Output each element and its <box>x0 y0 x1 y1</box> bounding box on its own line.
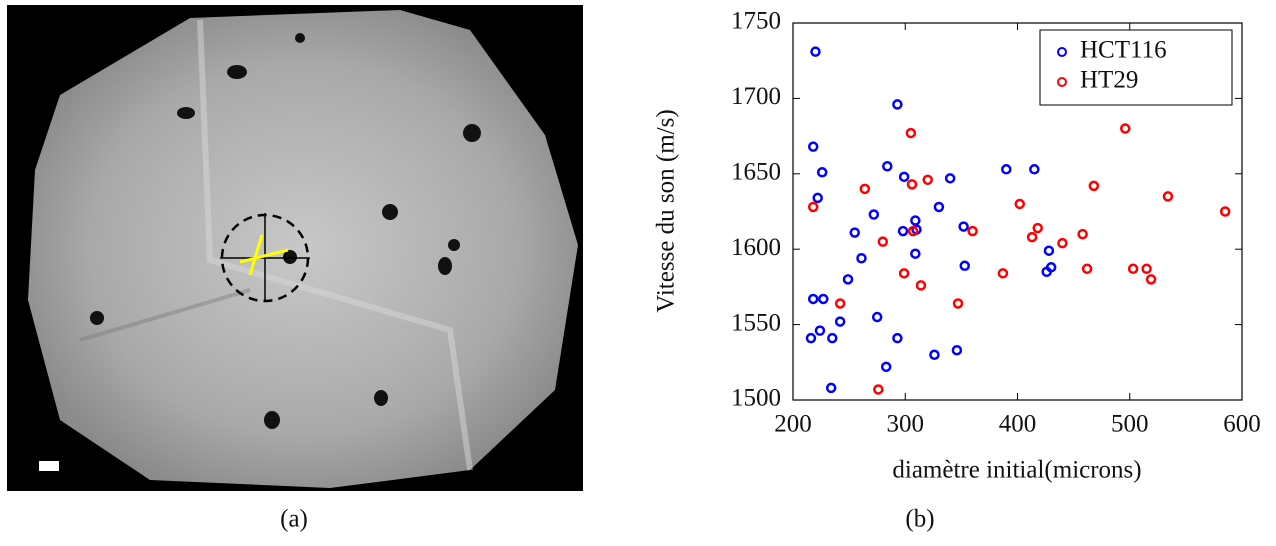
y-tick-label: 1500 <box>731 385 781 412</box>
point <box>880 361 892 373</box>
point <box>1081 263 1093 275</box>
y-axis-label: Vitesse du son (m/s) <box>653 109 680 312</box>
point <box>1014 198 1025 210</box>
point <box>929 349 940 361</box>
point <box>849 227 860 238</box>
x-tick-label: 400 <box>999 411 1037 438</box>
y-tick-label: 1550 <box>731 309 781 336</box>
point <box>873 384 884 395</box>
point <box>1162 191 1174 202</box>
point <box>933 201 945 213</box>
caption: (b) <box>905 506 934 533</box>
legend-marker <box>1057 77 1067 87</box>
point <box>997 268 1009 279</box>
x-tick-label: 600 <box>1223 411 1261 438</box>
point <box>834 316 846 327</box>
point <box>807 293 819 305</box>
x-tick-label: 500 <box>1111 411 1149 438</box>
micrograph <box>7 5 583 491</box>
point <box>1001 164 1012 175</box>
point <box>905 127 917 139</box>
x-tick-label: 300 <box>887 411 925 438</box>
point <box>1043 245 1055 256</box>
point <box>825 382 837 394</box>
point <box>910 248 921 259</box>
point <box>807 201 819 213</box>
point <box>810 46 821 57</box>
x-axis-label: diamètre initial(microns) <box>892 457 1141 484</box>
point <box>915 280 927 291</box>
point <box>1145 274 1157 285</box>
y-tick-label: 1600 <box>731 234 781 261</box>
point <box>814 325 826 336</box>
point <box>906 179 918 190</box>
point <box>882 161 893 172</box>
point <box>868 209 880 220</box>
legend-label: HCT116 <box>1080 37 1167 64</box>
y-tick-label: 1650 <box>731 159 781 186</box>
point <box>818 293 829 305</box>
point <box>842 274 854 285</box>
point <box>807 141 819 152</box>
point <box>898 171 910 183</box>
point <box>816 167 828 178</box>
point <box>805 332 817 344</box>
y-tick-label: 1700 <box>731 83 781 110</box>
point <box>1057 237 1068 249</box>
point <box>859 183 871 195</box>
caption: (a) <box>280 506 308 533</box>
point <box>958 221 969 232</box>
x-tick-label: 200 <box>774 411 812 438</box>
legend-label: HT29 <box>1080 67 1138 94</box>
y-tick-label: 1750 <box>731 8 781 35</box>
point <box>967 225 978 237</box>
point <box>827 332 838 344</box>
legend <box>1039 29 1233 106</box>
point <box>1077 228 1088 240</box>
point <box>871 311 883 323</box>
point <box>1045 262 1057 273</box>
point <box>952 298 964 309</box>
point <box>898 268 910 279</box>
point <box>897 225 909 237</box>
point <box>1032 222 1043 234</box>
point <box>834 298 846 309</box>
point <box>922 174 933 186</box>
point <box>1088 180 1100 192</box>
point <box>856 252 867 264</box>
point <box>892 99 903 110</box>
legend-marker <box>1057 47 1067 57</box>
point <box>1141 263 1152 275</box>
point <box>1029 164 1040 175</box>
point <box>959 260 970 272</box>
point <box>1120 123 1131 134</box>
point <box>1219 206 1231 217</box>
point <box>812 192 823 204</box>
point <box>944 173 956 184</box>
point <box>907 225 919 237</box>
point <box>951 344 963 356</box>
point <box>1026 231 1038 243</box>
point <box>877 236 889 247</box>
point <box>892 332 903 344</box>
point <box>1127 263 1139 275</box>
